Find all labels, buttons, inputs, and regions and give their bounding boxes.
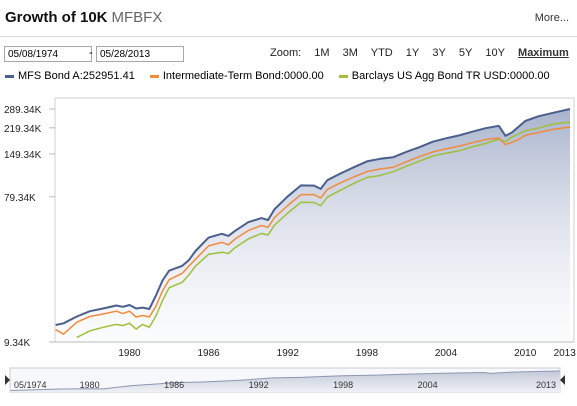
zoom-3y[interactable]: 3Y [432,47,446,59]
y-tick-label: 289.34K [4,105,42,116]
y-tick-label: 219.34K [4,124,42,135]
zoom-maximum[interactable]: Maximum [518,47,569,59]
series-line-intermediate[interactable] [55,126,571,335]
title-text: Growth of 10K [5,9,108,26]
zoom-1y[interactable]: 1Y [405,47,420,59]
legend-swatch-barclays [338,74,348,78]
start-date-input[interactable] [4,46,92,62]
legend-item-mfs[interactable]: MFS Bond A:252951.41 [5,70,135,82]
navigator-tick-label: 1980 [80,380,100,390]
x-tick-label: 2004 [435,348,458,359]
zoom-10y[interactable]: 10Y [485,47,505,59]
chart-header: Growth of 10K MFBFX More... [0,0,577,37]
navigator-area [10,371,560,392]
legend-label-barclays: Barclays US Agg Bond TR USD:0000.00 [351,70,550,82]
date-separator: - [89,47,93,59]
x-tick-label: 1992 [277,348,300,359]
legend-label-intermediate: Intermediate-Term Bond:0000.00 [162,70,324,82]
navigator-tick-label: 1992 [249,380,269,390]
x-tick-label: 1998 [356,348,379,359]
mfs-area-fill [55,109,570,342]
x-tick-label: 2013 [554,348,577,359]
chart-title: Growth of 10K MFBFX [5,9,162,26]
x-tick-label: 1980 [118,348,141,359]
zoom-1m[interactable]: 1M [314,47,330,59]
navigator-left-handle[interactable] [5,375,10,385]
legend-item-intermediate[interactable]: Intermediate-Term Bond:0000.00 [149,70,324,82]
x-tick-label: 1986 [197,348,220,359]
navigator-line [10,370,561,391]
series-line-mfs[interactable] [55,108,571,326]
zoom-3m[interactable]: 3M [342,47,358,59]
navigator-tick-label: 2004 [418,380,438,390]
chart-legend: MFS Bond A:252951.41 Intermediate-Term B… [5,70,562,82]
legend-swatch-mfs [5,74,14,78]
navigator-tick-label: 2013 [536,380,556,390]
ticker-symbol: MFBFX [111,9,163,26]
zoom-controls: Zoom: 1M 3M YTD 1Y 3Y 5Y 10Y Maximum [270,47,577,59]
zoom-ytd[interactable]: YTD [370,47,393,59]
y-tick-label: 149.34K [4,150,42,161]
zoom-label: Zoom: [270,47,302,59]
end-date-input[interactable] [96,46,184,62]
y-tick-label: 79.34K [4,193,36,204]
legend-swatch-intermediate [149,74,159,78]
plot-area-frame [54,97,575,343]
navigator-right-handle[interactable] [560,375,565,385]
navigator-tick-label: 05/1974 [14,380,47,390]
y-tick-label: 9.34K [4,338,30,349]
navigator-tick-label: 1998 [333,380,353,390]
legend-item-barclays[interactable]: Barclays US Agg Bond TR USD:0000.00 [338,70,550,82]
legend-label-mfs: MFS Bond A:252951.41 [18,70,135,82]
navigator-window[interactable] [9,367,561,393]
more-link[interactable]: More... [534,12,569,24]
x-tick-label: 2010 [514,348,537,359]
navigator-tick-label: 1986 [164,380,184,390]
zoom-5y[interactable]: 5Y [458,47,473,59]
series-line-barclays[interactable] [76,121,571,339]
